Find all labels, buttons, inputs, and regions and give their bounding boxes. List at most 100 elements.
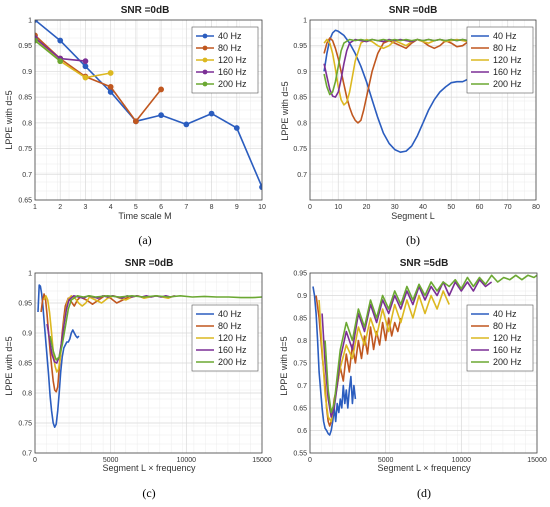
series-line-40-hz [37,284,80,428]
chart-title: SNR =5dB [400,258,449,269]
series-line-200-hz [324,274,537,414]
y-tick-label: 0.6 [297,428,307,435]
x-tick-label: 5000 [103,457,119,464]
y-axis-label: LPPE with d=5 [279,336,289,395]
series-line-160-hz [321,278,493,418]
legend-label: 120 Hz [218,333,247,343]
x-tick-label: 10000 [177,457,197,464]
legend-marker [202,45,208,51]
series-line-200-hz [49,295,262,361]
x-axis-label: Segment L × frequency [103,463,196,473]
x-tick-label: 30 [391,204,399,211]
series-group [37,284,262,428]
data-point [233,125,240,131]
legend-label: 160 Hz [493,345,522,355]
axes-frame [309,19,537,201]
x-tick-label: 2 [58,204,62,211]
chart-title: SNR =0dB [121,5,170,16]
legend-label: 160 Hz [493,67,522,77]
y-tick-label: 0.85 [18,361,32,368]
y-tick-label: 0.75 [293,361,307,368]
x-tick-label: 0 [308,457,312,464]
x-tick-label: 3 [83,204,87,211]
panel-caption: (b) [406,233,420,247]
axes-frame [34,272,263,454]
data-point [107,70,114,76]
x-tick-label: 15000 [252,457,272,464]
y-tick-label: 0.65 [293,406,307,413]
chart-panel-a: SNR =0dB Time scale M LPPE with d=5 (a) … [4,5,266,247]
data-point [35,37,38,44]
series-group [312,274,537,436]
legend-label: 40 Hz [493,31,517,41]
data-point [107,83,114,90]
y-tick-label: 0.95 [18,43,32,50]
y-tick-label: 0.95 [18,301,32,308]
chart-panel-d: SNR =5dB Segment L × frequency LPPE with… [279,258,547,500]
y-tick-label: 0.7 [22,172,32,179]
y-tick-label: 0.85 [293,95,307,102]
legend-label: 160 Hz [218,345,247,355]
y-tick-label: 0.8 [297,120,307,127]
legend: 40 Hz 80 Hz 120 Hz 160 Hz 200 Hz [191,304,259,372]
panel-caption: (d) [417,486,431,500]
x-tick-label: 15000 [527,457,547,464]
legend-label: 200 Hz [218,79,247,89]
x-tick-label: 0 [308,204,312,211]
legend-label: 40 Hz [493,309,517,319]
legend-marker [202,33,208,39]
panel-caption: (c) [142,486,155,500]
y-tick-label: 0.75 [18,146,32,153]
data-point [82,74,89,81]
y-tick-label: 1 [28,18,32,25]
x-tick-label: 10000 [452,457,472,464]
x-tick-label: 10 [258,204,266,211]
x-axis-label: Segment L [391,211,435,221]
series-group [35,20,262,191]
legend-label: 120 Hz [493,333,522,343]
x-tick-label: 60 [476,204,484,211]
x-tick-label: 7 [184,204,188,211]
y-tick-label: 0.75 [293,146,307,153]
x-tick-label: 5000 [378,457,394,464]
legend-marker [202,69,208,75]
legend-label: 200 Hz [218,357,247,367]
legend-label: 80 Hz [493,321,517,331]
x-tick-label: 50 [447,204,455,211]
y-tick-label: 0.85 [18,95,32,102]
x-tick-label: 20 [363,204,371,211]
y-tick-label: 0.7 [22,451,32,458]
y-tick-label: 0.85 [293,316,307,323]
panel-caption: (a) [138,233,151,247]
chart-panel-b: SNR =0dB Segment L LPPE with d=5 (b) 0 10… [280,5,540,247]
y-tick-label: 0.65 [18,198,32,205]
legend-marker [202,81,208,87]
y-tick-label: 1 [28,271,32,278]
legend-marker [202,57,208,63]
y-tick-label: 0.8 [297,338,307,345]
data-point [82,63,89,70]
series-line-200-hz [323,38,475,96]
legend-label: 200 Hz [493,79,522,89]
y-tick-label: 0.95 [293,43,307,50]
data-point [158,112,165,119]
axes-frame [34,19,263,201]
chart-title: SNR =0dB [125,258,174,269]
y-axis-label: LPPE with d=5 [4,336,14,395]
x-axis-label: Segment L × frequency [378,463,471,473]
data-point [57,37,64,44]
legend: 40 Hz 80 Hz 120 Hz 160 Hz 200 Hz [191,26,259,94]
series-line-200-hz [35,39,61,62]
chart-title: SNR =0dB [389,5,438,16]
y-tick-label: 0.7 [297,383,307,390]
y-tick-label: 0.55 [293,451,307,458]
x-tick-label: 70 [504,204,512,211]
y-tick-label: 0.9 [297,69,307,76]
y-tick-label: 1 [303,18,307,25]
y-tick-label: 0.8 [22,120,32,127]
y-tick-label: 0.9 [297,293,307,300]
series-line-80-hz [323,37,475,124]
series-group [323,29,475,153]
data-point [158,86,165,93]
series-line-40-hz [35,20,262,188]
